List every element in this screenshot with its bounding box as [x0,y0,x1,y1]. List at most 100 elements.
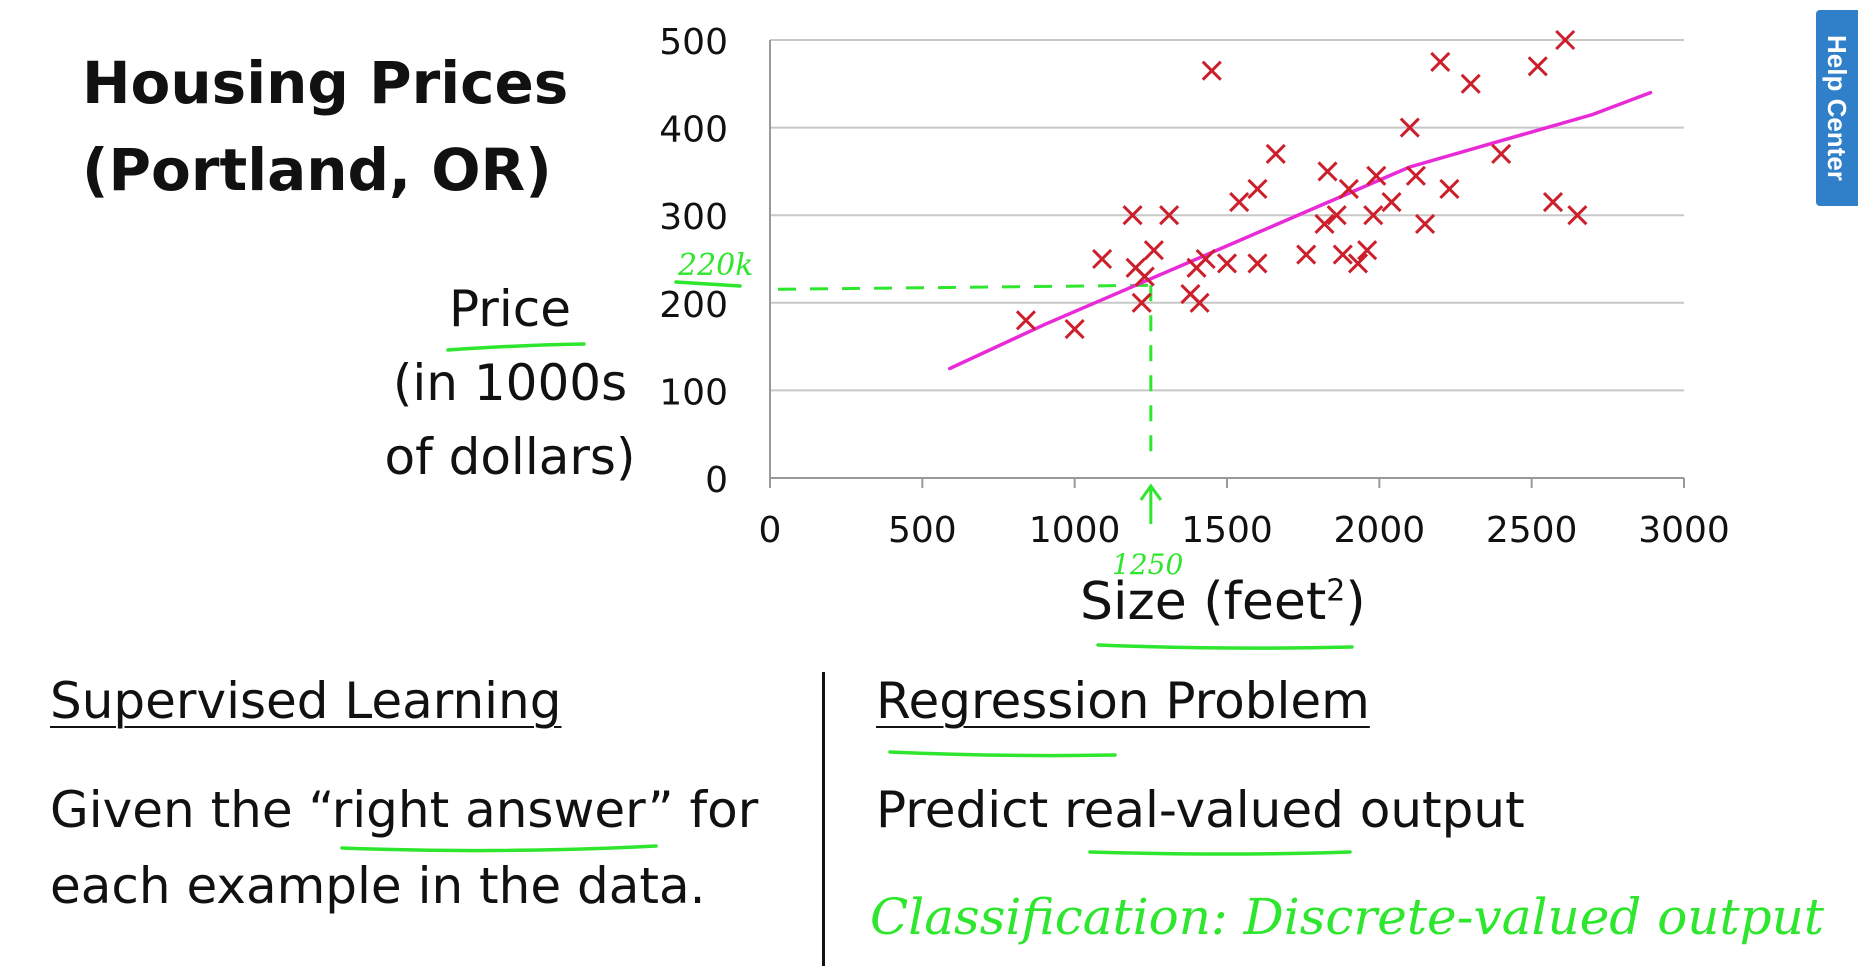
x-axis-label-text: Size (feet [1080,572,1327,632]
data-point-32-stroke-b [1414,213,1436,235]
title-line-1: Housing Prices [82,49,569,117]
y-tick-label-0: 0 [705,460,728,501]
x-axis-label-superscript: 2 [1326,573,1346,609]
data-point-21 [1317,161,1338,182]
data-point-12 [1195,248,1216,270]
data-point-2-stroke-b [1092,248,1113,270]
y-axis-label: Price (in 1000s of dollars) [370,272,650,494]
x-tick-label-1000: 1000 [1029,510,1121,551]
data-point-21-stroke-b [1317,161,1338,182]
x-tick-label-2500: 2500 [1486,510,1578,551]
data-point-7-stroke-b [1143,240,1164,261]
fit-line-layer [948,90,1653,371]
y-tick-label-100: 100 [659,372,728,413]
data-point-15-stroke-b [1229,191,1250,213]
classification-annotation: Classification: Discrete-valued output [870,888,1824,946]
data-point-23-stroke-b [1332,244,1353,265]
data-point-2 [1092,248,1113,270]
slide-title: Housing Prices (Portland, OR) [82,40,568,214]
regression-problem-heading: Regression Problem [876,672,1370,730]
data-point-7 [1143,240,1164,261]
data-point-1-stroke-b [1064,319,1085,340]
data-point-12-stroke-b [1195,248,1216,270]
underline-220k [674,280,742,288]
data-point-27-stroke-b [1363,205,1384,226]
underline-right-answer [340,844,658,853]
data-point-38 [1542,191,1564,213]
data-point-25-stroke-b [1347,253,1369,274]
data-point-11-stroke-b [1189,292,1210,313]
data-point-24 [1338,178,1359,199]
data-point-30-stroke-b [1399,117,1420,138]
data-point-8-stroke-b [1159,205,1180,226]
data-point-36 [1491,143,1512,164]
grid-lines [770,39,1684,392]
size-annotation: 1250 [1112,548,1184,581]
data-point-23 [1332,244,1353,265]
y-tick-label-400: 400 [659,110,728,151]
supervised-learning-body-line-1: Given the “right answer” for [50,781,759,839]
supervised-learning-body-line-2: each example in the data. [50,857,706,915]
data-point-22 [1326,205,1347,226]
data-point-26 [1357,240,1378,261]
x-axis-label: Size (feet2) [1080,572,1366,632]
data-point-0-stroke-b [1015,310,1036,331]
regression-problem-body: Predict real-valued output [876,781,1525,839]
data-point-6 [1131,292,1152,313]
data-point-26-stroke-b [1357,240,1378,261]
price-guide-line [777,283,1151,291]
underline-real-valued [1088,850,1352,856]
data-point-13 [1201,60,1222,81]
x-tick-label-3000: 3000 [1638,510,1730,551]
vertical-divider [822,672,825,966]
x-tick-label-0: 0 [759,510,782,551]
data-point-13-stroke-b [1201,60,1222,81]
data-point-16 [1247,178,1268,199]
handwritten-underlines [340,280,1354,856]
data-point-20-stroke-b [1314,213,1335,235]
data-point-3-stroke-b [1122,205,1143,226]
annotation-guides [777,283,1163,524]
price-annotation: 220k [678,248,754,283]
x-tick-label-2000: 2000 [1334,510,1426,551]
y-tick-label-200: 200 [659,285,728,326]
data-point-40 [1567,205,1588,226]
help-center-button[interactable]: Help Center [1816,10,1858,206]
data-point-29 [1381,191,1402,213]
data-point-0 [1015,310,1036,331]
data-point-16-stroke-b [1247,178,1268,199]
data-point-17 [1247,253,1268,274]
data-point-1 [1064,319,1085,340]
x-tick-label-1500: 1500 [1181,510,1273,551]
tick-labels: 0 100 200 300 400 500 0 500 1000 1500 2000 2500 3000 [659,22,1730,551]
data-points [1015,29,1588,340]
data-point-35 [1460,73,1481,94]
data-point-38-stroke-b [1542,191,1564,213]
data-point-30 [1399,117,1420,138]
data-point-6-stroke-b [1131,292,1152,313]
data-point-28 [1366,165,1387,186]
data-point-36-stroke-b [1491,143,1512,164]
data-point-37 [1527,56,1548,77]
data-point-31 [1405,165,1426,186]
title-line-2: (Portland, OR) [82,136,552,204]
y-axis-label-line-1: Price [449,280,571,338]
data-point-17-stroke-b [1247,253,1268,274]
y-tick-label-300: 300 [659,197,728,238]
supervised-learning-heading: Supervised Learning [50,672,562,730]
data-point-40-stroke-b [1567,205,1588,226]
data-point-27 [1363,205,1384,226]
data-point-22-stroke-b [1326,205,1347,226]
x-tick-label-500: 500 [888,510,957,551]
data-point-8 [1159,205,1180,226]
axes [769,40,1685,488]
data-point-35-stroke-b [1460,73,1481,94]
y-axis-label-line-2: (in 1000s [392,354,628,412]
data-point-28-stroke-b [1366,165,1387,186]
data-point-31-stroke-b [1405,165,1426,186]
data-point-39 [1555,29,1576,51]
supervised-learning-body: Given the “right answer” for each exampl… [50,772,758,924]
data-point-34 [1439,178,1460,199]
data-point-20 [1314,213,1335,235]
